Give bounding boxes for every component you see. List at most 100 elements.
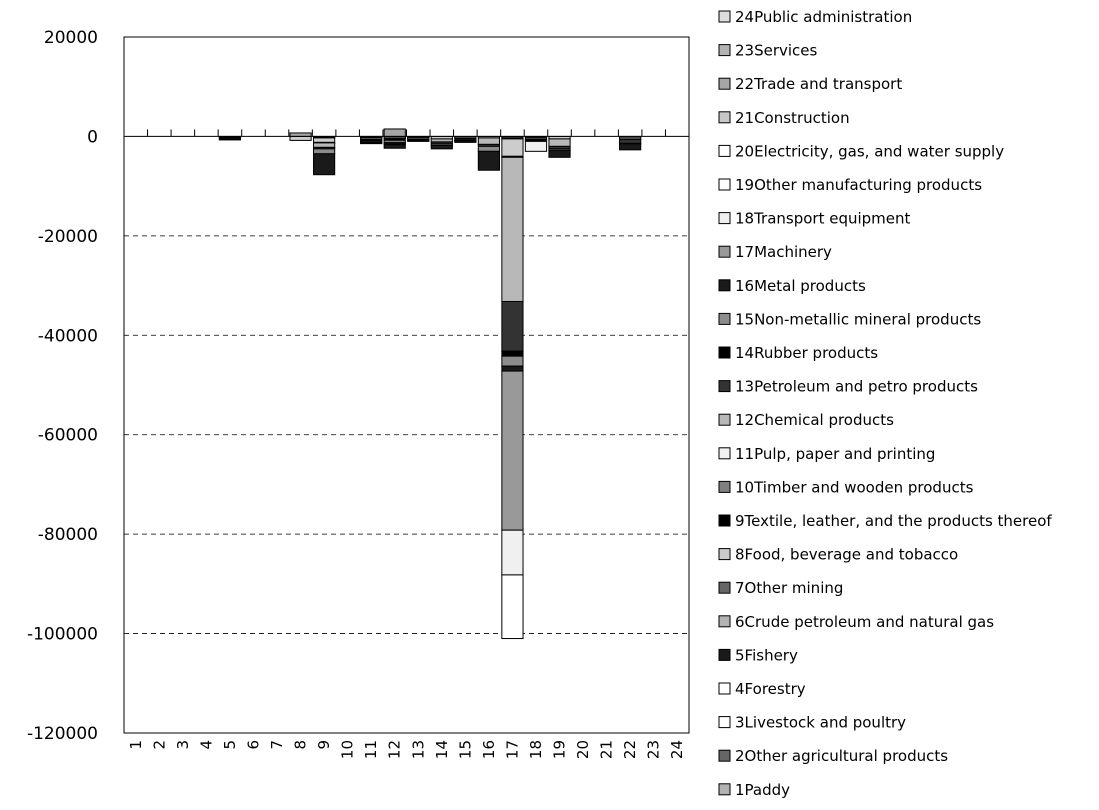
x-tick-label: 1 — [127, 740, 145, 750]
bar-segment-17-series-19 — [501, 574, 524, 640]
legend-swatch — [718, 245, 731, 258]
legend-label: 22Trade and transport — [735, 75, 902, 93]
x-tick-label: 23 — [645, 740, 663, 759]
legend-swatch — [718, 212, 731, 225]
legend-label: 23Services — [735, 42, 818, 60]
x-tick-label: 8 — [292, 740, 310, 750]
legend-label: 12Chemical products — [735, 411, 894, 429]
legend-swatch — [718, 44, 731, 57]
y-tick-label: -60000 — [38, 426, 98, 446]
x-tick-label: 14 — [433, 740, 451, 759]
bar-segment-17-series-17 — [501, 370, 524, 531]
x-tick-label: 9 — [315, 740, 333, 750]
legend-label: 11Pulp, paper and printing — [735, 445, 935, 463]
bar-segment-17-series-14 — [501, 350, 524, 357]
legend-swatch — [718, 10, 731, 23]
bar-segment-17-series-12 — [501, 156, 524, 302]
legend-swatch — [718, 581, 731, 594]
bar-segment-18-series-18 — [524, 140, 548, 152]
legend-swatch — [718, 514, 731, 527]
bar-segment-12-series-16 — [383, 144, 406, 149]
bar-segment-14-series-16 — [430, 144, 453, 150]
x-tick-label: 20 — [574, 740, 592, 759]
bar-segment-8-series-8 — [289, 135, 312, 141]
legend-swatch — [718, 447, 731, 460]
legend-label: 7Other mining — [735, 579, 843, 597]
bar-segment-17-series-8 — [501, 138, 524, 157]
y-tick-labels: 20000 0 -20000 -40000 -60000 -80000 -100000 -12… — [27, 28, 98, 744]
legend-label: 15Non-metallic mineral products — [735, 310, 981, 328]
x-tick-label: 22 — [621, 740, 639, 759]
bars — [218, 128, 642, 640]
bar-segment-17-series-18 — [501, 529, 524, 576]
legend-swatch — [718, 749, 731, 762]
x-tick-label: 10 — [339, 740, 357, 759]
x-tick-label: 4 — [197, 740, 215, 750]
bar-segment-13-series-16 — [407, 139, 430, 142]
legend-swatch — [718, 648, 731, 661]
y-tick-label: -20000 — [38, 227, 98, 247]
legend-label: 17Machinery — [735, 243, 832, 261]
legend-label: 8Food, beverage and tobacco — [735, 546, 958, 564]
y-tick-label: -80000 — [38, 525, 98, 545]
bar-segment-22-series-13 — [619, 138, 642, 144]
legend-swatch — [718, 279, 731, 292]
bar-segment-19-series-16 — [548, 149, 571, 158]
x-tick-label: 3 — [174, 740, 192, 750]
bar-segment-5-series-8 — [218, 138, 242, 141]
legend-swatch — [718, 548, 731, 561]
y-tick-label: 0 — [87, 127, 98, 147]
bar-segment-16-series-12 — [477, 137, 500, 145]
plot-area-frame — [123, 36, 690, 734]
legend-swatch — [718, 413, 731, 426]
legend-label: 18Transport equipment — [735, 210, 911, 228]
x-tick-label: 7 — [268, 740, 286, 750]
legend: 24Public administration 23Services 22Trade… — [718, 8, 1052, 799]
legend-label: 19Other manufacturing products — [735, 176, 982, 194]
axes — [123, 36, 690, 734]
bar-segment-8-series-22 — [289, 132, 312, 137]
legend-swatch — [718, 716, 731, 729]
y-tick-label: 20000 — [44, 28, 98, 48]
x-tick-label: 2 — [150, 740, 168, 750]
bar-segment-22-series-16 — [619, 143, 642, 151]
legend-label: 3Livestock and poultry — [735, 714, 906, 732]
bar-segment-9-series-16 — [313, 153, 336, 176]
legend-label: 20Electricity, gas, and water supply — [735, 142, 1004, 160]
x-tick-label: 18 — [527, 740, 545, 759]
bar-segment-17-series-15 — [501, 355, 524, 367]
legend-swatch — [718, 144, 731, 157]
legend-swatch — [718, 77, 731, 90]
bar-segment-17-series-16 — [501, 365, 524, 372]
legend-swatch — [718, 682, 731, 695]
x-tick-label: 16 — [480, 740, 498, 759]
legend-label: 9Textile, leather, and the products ther… — [735, 512, 1052, 530]
gridlines — [124, 235, 689, 634]
bar-segment-9-series-8 — [313, 137, 336, 143]
legend-label: 4Forestry — [735, 680, 806, 698]
x-tick-labels: 1 2 3 4 5 6 7 8 9 10 11 12 13 14 15 16 17 18 19 20 21 22 23 24 — [127, 740, 686, 759]
legend-swatch — [718, 615, 731, 628]
legend-swatch — [718, 312, 731, 325]
legend-label: 5Fishery — [735, 646, 798, 664]
legend-swatch — [718, 346, 731, 359]
x-tick-label: 13 — [409, 740, 427, 759]
legend-label: 16Metal products — [735, 277, 866, 295]
legend-swatch — [718, 111, 731, 124]
legend-swatch — [718, 380, 731, 393]
x-tick-label: 11 — [362, 740, 380, 759]
legend-label: 21Construction — [735, 109, 850, 127]
x-tick-label: 19 — [551, 740, 569, 759]
x-tick-label: 17 — [503, 740, 521, 759]
legend-swatch — [718, 783, 731, 796]
bar-segment-16-series-16 — [477, 150, 500, 171]
legend-swatch — [718, 178, 731, 191]
bar-segment-9-series-12 — [313, 142, 336, 148]
x-tick-label: 5 — [221, 740, 239, 750]
bar-segment-9-series-15 — [313, 148, 336, 155]
legend-label: 6Crude petroleum and natural gas — [735, 613, 994, 631]
legend-label: 24Public administration — [735, 8, 912, 26]
bar-segment-19-series-12 — [548, 138, 571, 147]
y-tick-label: -40000 — [38, 326, 98, 346]
